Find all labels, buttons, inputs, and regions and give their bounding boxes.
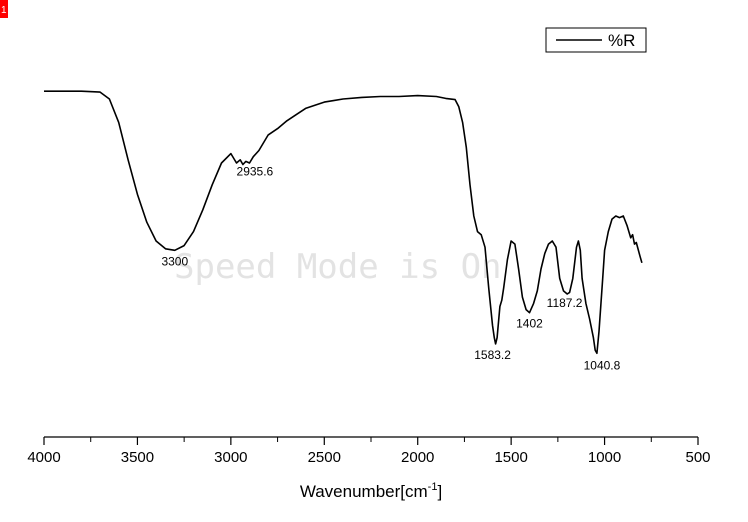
legend: %R bbox=[545, 27, 647, 53]
peak-label: 1040.8 bbox=[584, 358, 621, 372]
corner-marker: 1 bbox=[0, 0, 8, 18]
watermark-text: Speed Mode is On bbox=[174, 247, 502, 287]
x-axis-label-main: Wavenumber[cm bbox=[300, 482, 428, 501]
peak-label: 1187.2 bbox=[547, 296, 583, 310]
corner-marker-text: 1 bbox=[1, 5, 7, 16]
x-axis-label: Wavenumber[cm-1] bbox=[300, 481, 442, 501]
peak-label: 2935.6 bbox=[237, 165, 274, 179]
x-tick-label: 2500 bbox=[308, 449, 341, 466]
x-tick-label: 2000 bbox=[401, 449, 434, 466]
x-axis-label-superscript: -1 bbox=[428, 481, 438, 493]
series-line-r bbox=[44, 90, 643, 355]
x-tick-label: 4000 bbox=[27, 449, 60, 466]
x-tick-label: 3500 bbox=[121, 449, 154, 466]
x-tick-label: 500 bbox=[685, 449, 710, 466]
peak-label: 1583.2 bbox=[474, 348, 511, 362]
x-ticks: 4000 3500 3000 2500 2000 1500 1000 500 bbox=[27, 437, 711, 466]
peak-label: 3300 bbox=[161, 254, 188, 268]
annotation-layer: 3300 2935.6 1583.2 1402 1187.2 1040.8 bbox=[161, 165, 620, 373]
x-axis: 4000 3500 3000 2500 2000 1500 1000 500 bbox=[27, 436, 711, 466]
x-tick-label: 1500 bbox=[494, 449, 527, 466]
x-tick-label: 3000 bbox=[214, 449, 247, 466]
series-layer bbox=[44, 90, 643, 355]
x-axis-label-close: ] bbox=[437, 482, 442, 501]
peak-label: 1402 bbox=[516, 317, 543, 331]
legend-label: %R bbox=[608, 31, 635, 50]
x-tick-label: 1000 bbox=[588, 449, 621, 466]
